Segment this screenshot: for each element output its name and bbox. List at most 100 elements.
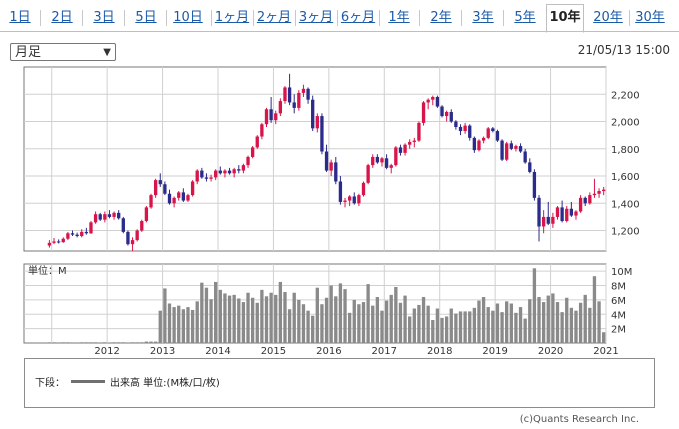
volume-bar xyxy=(47,342,52,344)
tab-9[interactable]: 6ヶ月 xyxy=(340,10,376,25)
tab-15[interactable]: 20年 xyxy=(593,10,623,25)
volume-bar xyxy=(301,304,306,343)
volume-bar xyxy=(541,302,546,343)
candle-up xyxy=(551,216,555,224)
volume-bar xyxy=(255,302,259,343)
tab-4[interactable]: 5日 xyxy=(135,10,157,25)
volume-bar xyxy=(426,305,430,343)
volume-bar xyxy=(546,295,550,343)
volume-bar xyxy=(84,342,89,344)
tab-separator xyxy=(503,10,504,26)
candle-up xyxy=(463,125,467,132)
volume-tick-label: 2M xyxy=(611,325,626,336)
candle-up xyxy=(195,170,199,182)
tab-3[interactable]: 3日 xyxy=(93,10,115,25)
volume-bar xyxy=(380,310,384,343)
candle-up xyxy=(403,144,407,153)
candle-up xyxy=(505,143,509,160)
tab-1[interactable]: 1日 xyxy=(9,10,31,25)
candle-up xyxy=(514,146,518,149)
candle-down xyxy=(560,207,564,222)
candle-down xyxy=(398,147,403,153)
candle-up xyxy=(541,216,546,227)
volume-bar xyxy=(241,302,246,343)
tab-separator xyxy=(211,10,212,26)
tab-8[interactable]: 3ヶ月 xyxy=(298,10,334,25)
candle-period-select[interactable]: 月足 ▼ xyxy=(10,43,116,61)
volume-bar xyxy=(454,313,458,343)
volume-bar xyxy=(555,302,560,343)
tab-2[interactable]: 2日 xyxy=(51,10,73,25)
candle-down xyxy=(523,151,527,163)
tab-5[interactable]: 10日 xyxy=(173,10,203,25)
volume-bar xyxy=(505,301,509,343)
volume-tick-label: 10M xyxy=(611,267,632,278)
volume-bar xyxy=(269,292,273,343)
candle-down xyxy=(583,197,587,204)
tab-16[interactable]: 30年 xyxy=(635,10,665,25)
volume-bar xyxy=(357,304,361,343)
candle-up xyxy=(574,211,578,216)
volume-bar xyxy=(320,304,324,343)
legend-row: 下段： 出来高 単位:(M株/口/枚) xyxy=(35,374,220,389)
candle-up xyxy=(578,197,583,212)
last-update-timestamp: 21/05/13 15:00 xyxy=(577,43,670,57)
volume-bar xyxy=(250,297,255,343)
candle-down xyxy=(70,233,75,235)
volume-bar xyxy=(602,332,606,343)
volume-bar xyxy=(560,312,564,343)
volume-bar xyxy=(528,299,532,343)
candle-down xyxy=(458,126,463,132)
volume-bar xyxy=(246,292,250,343)
candle-up xyxy=(135,230,139,241)
volume-bar xyxy=(190,309,195,343)
candle-up xyxy=(588,195,592,204)
volume-bar xyxy=(311,315,315,343)
volume-bar xyxy=(292,292,296,343)
candle-down xyxy=(468,125,472,138)
volume-bar xyxy=(287,309,292,343)
candle-down xyxy=(227,170,232,174)
volume-bar xyxy=(569,307,574,343)
volume-bar xyxy=(537,297,541,343)
candle-up xyxy=(602,189,606,192)
candle-up xyxy=(232,169,236,174)
volume-bar xyxy=(491,310,495,343)
period-tab-bar: 1日 2日 3日 5日 10日 1ヶ月 2ヶ月 3ヶ月 6ヶ月 1年 2年 3年 5年 10年 20年 30年 xyxy=(0,4,679,33)
tab-7[interactable]: 2ヶ月 xyxy=(256,10,292,25)
tab-12[interactable]: 3年 xyxy=(472,10,494,25)
volume-bar xyxy=(384,300,389,343)
copyright-text: (c)Quants Research Inc. xyxy=(519,414,639,425)
tab-11[interactable]: 2年 xyxy=(430,10,452,25)
candle-up xyxy=(274,113,278,121)
volume-bar xyxy=(121,342,125,344)
candle-up xyxy=(112,212,116,217)
candle-up xyxy=(412,140,416,142)
volume-bar xyxy=(144,341,149,343)
tab-13[interactable]: 5年 xyxy=(514,10,536,25)
candle-up xyxy=(389,165,393,168)
candle-up xyxy=(47,242,52,246)
volume-bar xyxy=(130,342,135,344)
volume-bar xyxy=(444,316,449,343)
volume-bar xyxy=(80,342,84,344)
tab-10[interactable]: 1年 xyxy=(388,10,410,25)
candle-up xyxy=(366,165,370,183)
price-tick-label: 1,800 xyxy=(611,145,640,156)
candle-down xyxy=(500,140,504,160)
stock-chart: 2012 2013 2014 2015 2016 2017 2018 2019 2020 2021… xyxy=(23,66,640,356)
volume-panel-frame xyxy=(23,263,607,344)
tab-6[interactable]: 1ヶ月 xyxy=(214,10,250,25)
price-panel-frame xyxy=(23,66,607,252)
tab-14[interactable]: 10年 xyxy=(546,4,584,33)
candle-down xyxy=(107,214,112,217)
candle-down xyxy=(449,111,453,122)
candle-down xyxy=(121,218,125,232)
volume-bar xyxy=(278,281,283,343)
volume-bar xyxy=(264,296,269,343)
price-tick-label: 2,000 xyxy=(611,118,640,129)
volume-bar xyxy=(177,305,181,343)
candle-up xyxy=(426,99,430,103)
candle-down xyxy=(509,143,513,149)
candle-up xyxy=(223,170,227,174)
